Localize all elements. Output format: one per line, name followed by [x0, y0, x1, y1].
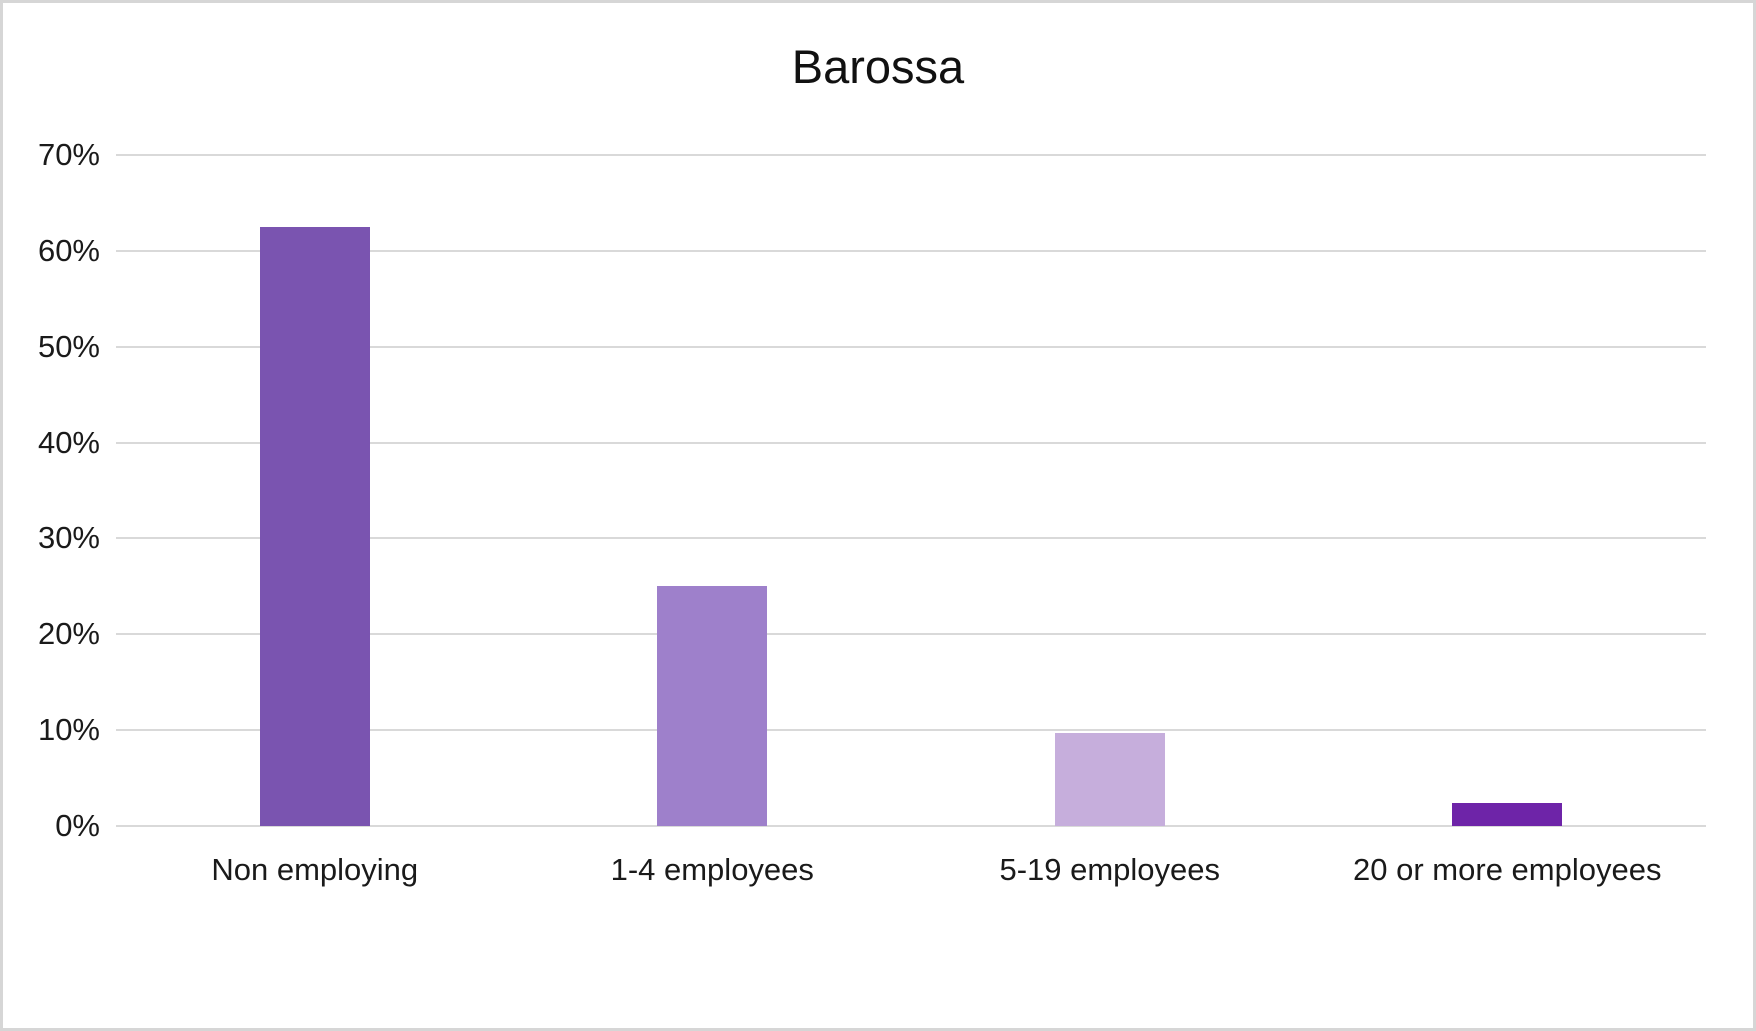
x-axis-category-label: 5-19 employees [999, 852, 1221, 887]
gridline [116, 537, 1706, 540]
bar-3 [1452, 803, 1563, 826]
x-axis-category-label: 1-4 employees [610, 852, 814, 887]
chart-title: Barossa [791, 40, 965, 93]
y-axis-tick-label: 40% [37, 424, 100, 460]
y-axis-tick-label: 20% [37, 616, 100, 652]
y-axis-tick-label: 60% [37, 232, 100, 268]
gridline [116, 154, 1706, 156]
x-axis-category-label: 20 or more employees [1353, 852, 1662, 887]
bar-2 [1054, 733, 1165, 826]
y-axis-tick-label: 30% [37, 520, 100, 556]
y-axis-tick-label: 70% [37, 137, 100, 172]
gridline [116, 633, 1706, 636]
y-axis-tick-label: 10% [37, 712, 100, 748]
x-axis-category-label: Non employing [211, 852, 419, 887]
y-axis-tick-label: 0% [55, 808, 100, 843]
plot-area: 0% 10% 20% 30% 40% 50% 60% 70% Non employing 1-4 … [38, 137, 1706, 887]
bar-0 [259, 226, 370, 826]
bar-1 [657, 586, 768, 826]
gridline [116, 441, 1706, 444]
y-axis-tick-label: 50% [37, 328, 100, 364]
gridline [116, 249, 1706, 252]
gridline [116, 345, 1706, 348]
gridline [116, 825, 1706, 827]
gridline [116, 729, 1706, 732]
